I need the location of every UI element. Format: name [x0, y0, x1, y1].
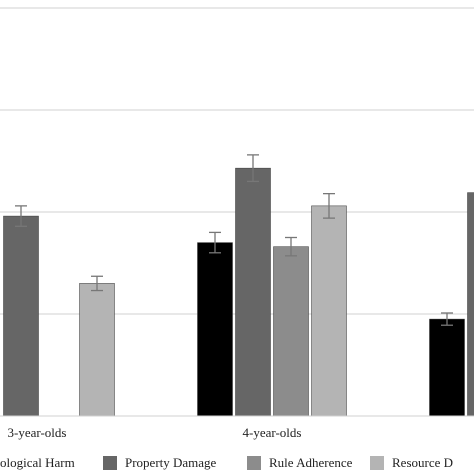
error-bar — [247, 154, 259, 183]
legend-label: Resource D — [392, 455, 453, 470]
bar — [235, 167, 271, 417]
error-bar — [209, 231, 221, 254]
bar — [3, 215, 39, 417]
x-tick-label: 4-year-olds — [243, 425, 302, 440]
bar — [311, 205, 347, 417]
x-tick-label: 3-year-olds — [8, 425, 67, 440]
error-bar — [15, 205, 27, 227]
legend-label: ological Harm — [0, 455, 75, 470]
legend-swatch — [370, 456, 384, 470]
bar — [197, 242, 233, 417]
error-bar — [441, 312, 453, 326]
bar — [79, 283, 115, 417]
legend-swatch — [247, 456, 261, 470]
error-bar — [323, 192, 335, 219]
legend-swatch — [103, 456, 117, 470]
legend-label: Rule Adherence — [269, 455, 353, 470]
bar — [429, 318, 465, 417]
bar — [467, 192, 474, 417]
bar — [273, 246, 309, 417]
legend-label: Property Damage — [125, 455, 217, 470]
error-bar — [91, 275, 103, 292]
error-bar — [285, 236, 297, 257]
